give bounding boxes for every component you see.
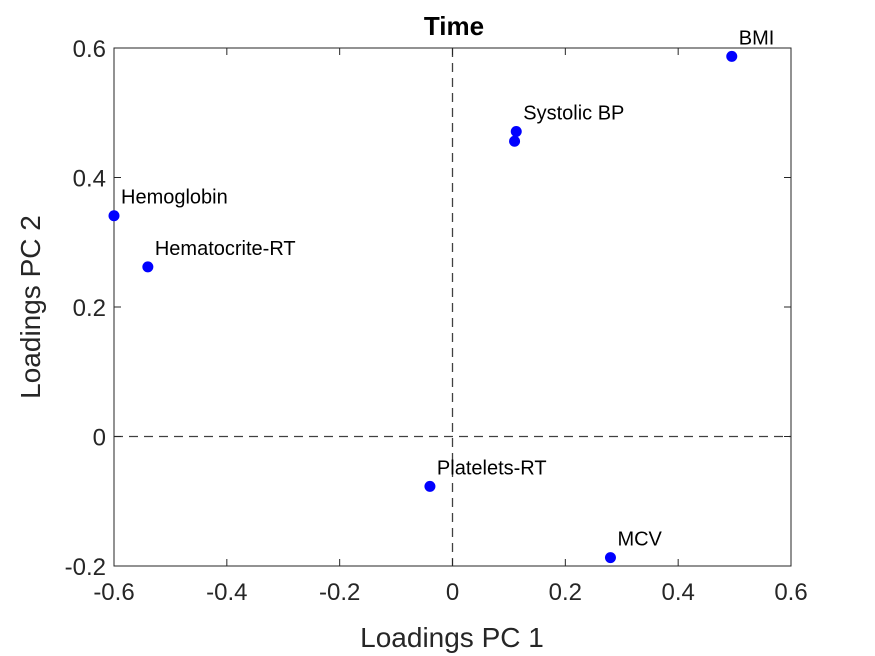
y-tick-label: -0.2 xyxy=(65,554,106,581)
chart-title: Time xyxy=(424,11,484,41)
y-tick-label: 0.2 xyxy=(73,295,106,322)
data-point xyxy=(604,552,616,564)
data-point xyxy=(510,126,522,138)
point-label: Hematocrite-RT xyxy=(155,238,296,260)
y-tick-label: 0.4 xyxy=(73,166,106,193)
data-point xyxy=(142,261,154,273)
x-tick-label: 0.2 xyxy=(549,579,582,606)
point-label: MCV xyxy=(617,529,662,551)
x-axis-label: Loadings PC 1 xyxy=(360,622,544,653)
axis-ticks: -0.6 -0.4 -0.2 0 0.2 0.4 0.6 -0.2 0 0.2 0.4 0.6 xyxy=(65,36,808,606)
x-tick-label: 0.4 xyxy=(661,579,694,606)
y-axis-label: Loadings PC 2 xyxy=(15,215,46,399)
point-label: Platelets-RT xyxy=(437,457,547,479)
data-point xyxy=(726,50,738,62)
y-tick-label: 0.6 xyxy=(73,36,106,63)
data-point xyxy=(108,210,120,222)
reference-lines xyxy=(114,48,791,566)
x-tick-label: 0 xyxy=(446,579,459,606)
point-label: BMI xyxy=(739,27,775,49)
data-point xyxy=(509,135,521,147)
x-tick-label: -0.2 xyxy=(319,579,360,606)
x-tick-label: 0.6 xyxy=(774,579,807,606)
data-point xyxy=(424,480,436,492)
x-tick-label: -0.4 xyxy=(206,579,247,606)
point-label: Systolic BP xyxy=(523,103,624,125)
point-label: Hemoglobin xyxy=(121,187,228,209)
x-tick-label: -0.6 xyxy=(93,579,134,606)
data-points: BMI Systolic BP Hemoglobin Hematocrite-RT Pl… xyxy=(108,27,775,564)
y-tick-label: 0 xyxy=(93,425,106,452)
